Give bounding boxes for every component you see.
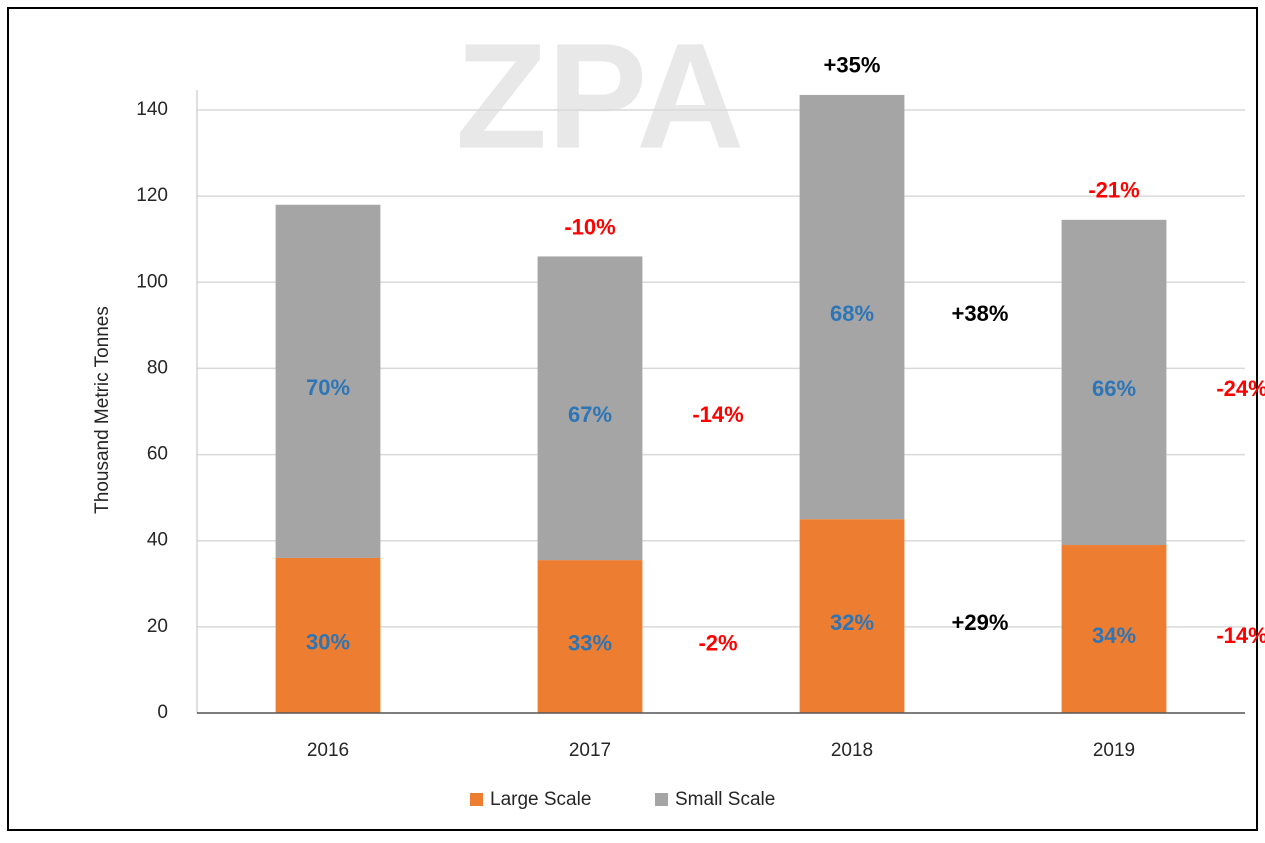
share-label: 34%	[1092, 623, 1136, 648]
bar-segment	[537, 560, 643, 713]
share-label: 66%	[1092, 376, 1136, 401]
y-tick-label: 140	[136, 99, 168, 120]
legend-label: Small Scale	[675, 789, 775, 810]
total-change-label: -21%	[1088, 178, 1139, 203]
x-tick-label: 2019	[1093, 740, 1135, 761]
y-tick-label: 100	[136, 271, 168, 292]
share-label: 32%	[830, 610, 874, 635]
y-tick-label: 0	[157, 702, 168, 723]
total-change-label: +35%	[824, 53, 881, 78]
y-axis-title: Thousand Metric Tonnes	[92, 306, 113, 514]
y-tick-label: 20	[147, 616, 168, 637]
bar-segment	[275, 204, 381, 558]
legend-swatch	[470, 793, 483, 806]
x-tick-label: 2017	[569, 740, 611, 761]
bar-segment	[275, 557, 381, 713]
bar-segment	[799, 94, 905, 520]
legend-swatch	[655, 793, 668, 806]
bar-segment	[799, 519, 905, 713]
bar-segment	[1061, 219, 1167, 546]
bar-segment	[1061, 545, 1167, 713]
share-label: 67%	[568, 402, 612, 427]
change-label: +29%	[952, 610, 1009, 635]
share-label: 33%	[568, 630, 612, 655]
y-tick-label: 60	[147, 444, 168, 465]
change-label: -24%	[1216, 376, 1265, 401]
y-tick-label: 80	[147, 357, 168, 378]
y-tick-label: 40	[147, 530, 168, 551]
share-label: 68%	[830, 301, 874, 326]
share-label: 70%	[306, 375, 350, 400]
y-tick-label: 120	[136, 185, 168, 206]
share-label: 30%	[306, 629, 350, 654]
change-label: +38%	[952, 301, 1009, 326]
change-label: -14%	[1216, 623, 1265, 648]
watermark: ZPA	[456, 12, 745, 180]
x-tick-label: 2016	[307, 740, 349, 761]
legend-label: Large Scale	[490, 789, 591, 810]
change-label: -2%	[698, 630, 737, 655]
total-change-label: -10%	[564, 214, 615, 239]
bar-segment	[537, 256, 643, 561]
x-tick-label: 2018	[831, 740, 873, 761]
change-label: -14%	[692, 402, 743, 427]
